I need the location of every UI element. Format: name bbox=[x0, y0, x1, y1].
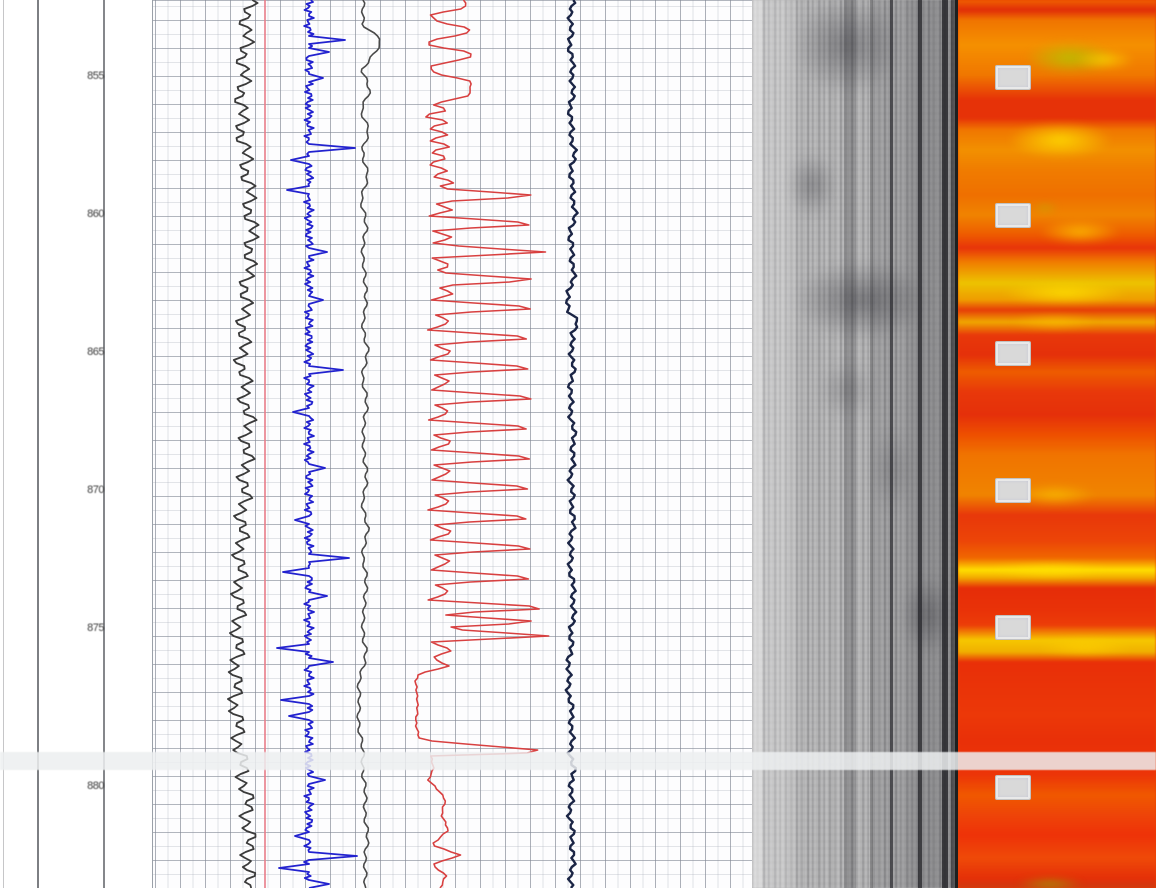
depth-marker-chip[interactable] bbox=[995, 775, 1031, 800]
vdl-dark-stripe bbox=[870, 0, 873, 888]
depth-marker-chip[interactable] bbox=[995, 341, 1031, 366]
vdl-dark-smudge bbox=[807, 350, 887, 430]
curve-smooth-gray bbox=[356, 0, 381, 888]
curve-grid-track[interactable] bbox=[152, 0, 752, 888]
vdl-dark-smudge bbox=[772, 0, 922, 115]
curve-spiky-blue bbox=[276, 0, 358, 888]
vdl-dark-stripe bbox=[942, 0, 948, 888]
curve-wiggle-black bbox=[227, 0, 260, 888]
depth-marker-chip[interactable] bbox=[995, 65, 1031, 90]
log-curves-svg bbox=[227, 0, 579, 888]
vdl-dark-stripe bbox=[844, 0, 856, 888]
heatmap-hot-blob bbox=[990, 116, 1130, 164]
depth-marker-chip[interactable] bbox=[995, 203, 1031, 228]
vdl-dark-smudge bbox=[777, 140, 847, 230]
depth-track-rail bbox=[103, 0, 105, 888]
heatmap-hot-blob bbox=[1025, 216, 1135, 248]
depth-tick-label: 870 bbox=[87, 484, 104, 496]
depth-tick-label: 875 bbox=[87, 622, 104, 634]
vdl-dark-smudge bbox=[892, 560, 955, 670]
heatmap-hot-blob bbox=[1020, 636, 1150, 658]
depth-marker-chip[interactable] bbox=[995, 615, 1031, 640]
heatmap-hot-blob bbox=[1005, 876, 1095, 888]
heatmap-hot-blob bbox=[1065, 46, 1145, 74]
depth-track-rail bbox=[3, 0, 4, 888]
depth-tick-label: 880 bbox=[87, 780, 104, 792]
vdl-dark-stripe bbox=[890, 0, 893, 888]
curve-smooth-navy bbox=[564, 0, 579, 888]
depth-tick-label: 865 bbox=[87, 346, 104, 358]
heatmap-hot-blob bbox=[995, 312, 1115, 332]
heatmap-hot-blob bbox=[1027, 203, 1063, 213]
vdl-dark-stripe bbox=[918, 0, 922, 888]
heatmap-hot-blob bbox=[970, 561, 1130, 579]
depth-track-rail bbox=[37, 0, 39, 888]
vdl-dark-smudge bbox=[767, 245, 955, 355]
heatmap-track[interactable] bbox=[955, 0, 1156, 888]
depth-gap-band-overlay bbox=[0, 752, 1156, 770]
heatmap-hot-blob bbox=[980, 279, 1150, 307]
depth-marker-chip[interactable] bbox=[995, 478, 1031, 503]
depth-tick-label: 860 bbox=[87, 208, 104, 220]
depth-tick-label: 855 bbox=[87, 70, 104, 82]
vdl-dark-smudge bbox=[862, 410, 922, 530]
depth-track[interactable]: 855 860 865 870 875 880 bbox=[0, 0, 152, 888]
vdl-dark-stripe bbox=[951, 0, 955, 888]
curve-spiky-red bbox=[414, 0, 550, 888]
vdl-waveform-track[interactable] bbox=[752, 0, 955, 888]
